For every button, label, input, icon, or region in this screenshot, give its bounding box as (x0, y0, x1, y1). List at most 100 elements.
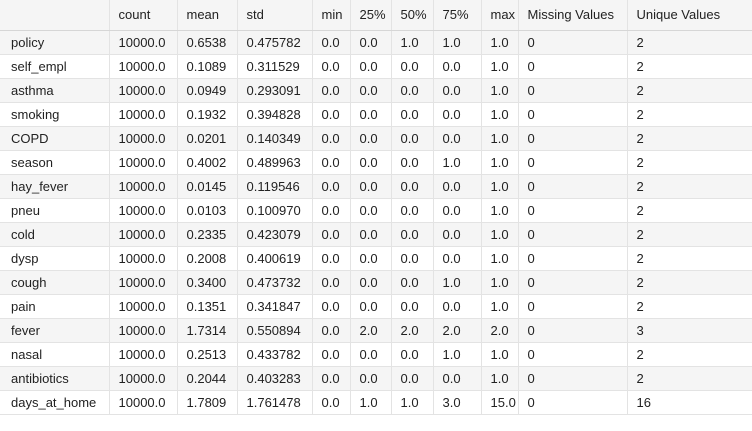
table-cell: 0 (518, 270, 628, 295)
row-label: smoking (0, 102, 110, 127)
table-cell: 0.0 (312, 102, 351, 127)
table-cell: 0.550894 (237, 318, 313, 343)
table-body: policy 10000.0 0.6538 0.475782 0.0 0.0 1.0 1.0 1… (0, 30, 752, 415)
row-label: dysp (0, 246, 110, 271)
table-cell: 2 (627, 342, 752, 367)
row-label: season (0, 150, 110, 175)
table-cell: 0.4002 (177, 150, 238, 175)
table-cell: 2.0 (481, 318, 519, 343)
table-cell: 10000.0 (109, 222, 178, 247)
table-cell: 0.0 (391, 102, 434, 127)
table-cell: 3.0 (433, 390, 482, 415)
table-cell: 0.0 (350, 126, 392, 151)
table-cell: 1.0 (481, 30, 519, 55)
table-cell: 0.423079 (237, 222, 313, 247)
table-cell: 0 (518, 366, 628, 391)
table-cell: 1.0 (481, 54, 519, 79)
table-cell: 0.0 (391, 342, 434, 367)
table-cell: 1.0 (481, 270, 519, 295)
table-cell: 1.0 (433, 30, 482, 55)
table-cell: 0.0 (433, 126, 482, 151)
table-cell: 0.2513 (177, 342, 238, 367)
table-cell: 0.0 (312, 270, 351, 295)
column-header: std (237, 0, 313, 31)
row-label: antibiotics (0, 366, 110, 391)
table-cell: 0 (518, 246, 628, 271)
table-cell: 2 (627, 246, 752, 271)
row-label: days_at_home (0, 390, 110, 415)
table-cell: 0 (518, 54, 628, 79)
row-label: fever (0, 318, 110, 343)
table-cell: 0.293091 (237, 78, 313, 103)
table-cell: 1.7809 (177, 390, 238, 415)
table-cell: 0 (518, 198, 628, 223)
table-cell: 0.0 (312, 174, 351, 199)
table-cell: 0.0 (391, 54, 434, 79)
table-cell: 0.489963 (237, 150, 313, 175)
table-cell: 1.7314 (177, 318, 238, 343)
table-cell: 0.341847 (237, 294, 313, 319)
table-row: hay_fever 10000.0 0.0145 0.119546 0.0 0.0 0.0 0… (0, 174, 752, 199)
table-cell: 10000.0 (109, 270, 178, 295)
table-cell: 0.0 (391, 78, 434, 103)
table-cell: 0.0 (312, 126, 351, 151)
table-cell: 0 (518, 150, 628, 175)
table-cell: 0.0 (350, 174, 392, 199)
table-cell: 0.0 (312, 246, 351, 271)
table-cell: 0 (518, 102, 628, 127)
table-cell: 0 (518, 30, 628, 55)
column-header: 50% (391, 0, 434, 31)
table-cell: 0.0 (350, 30, 392, 55)
table-cell: 0.0 (350, 270, 392, 295)
table-cell: 0 (518, 294, 628, 319)
table-cell: 0.0 (350, 366, 392, 391)
table-cell: 0.100970 (237, 198, 313, 223)
table-cell: 0.2335 (177, 222, 238, 247)
table-cell: 0.0 (391, 222, 434, 247)
row-label: cold (0, 222, 110, 247)
table-cell: 0.0 (391, 294, 434, 319)
table-cell: 1.0 (481, 78, 519, 103)
table-cell: 0.0103 (177, 198, 238, 223)
table-cell: 2 (627, 150, 752, 175)
table-cell: 0.400619 (237, 246, 313, 271)
table-cell: 0.0 (312, 318, 351, 343)
table-cell: 1.0 (433, 270, 482, 295)
table-cell: 0.0 (433, 102, 482, 127)
table-cell: 10000.0 (109, 366, 178, 391)
table-cell: 2.0 (433, 318, 482, 343)
table-cell: 1.0 (481, 222, 519, 247)
table-cell: 0 (518, 318, 628, 343)
table-cell: 0.0 (433, 78, 482, 103)
table-cell: 0.1932 (177, 102, 238, 127)
table-cell: 0.0 (433, 246, 482, 271)
table-cell: 0.0 (312, 78, 351, 103)
table-cell: 0.0 (350, 294, 392, 319)
table-cell: 0.0 (391, 270, 434, 295)
table-cell: 1.0 (481, 246, 519, 271)
table-cell: 0.0 (391, 366, 434, 391)
table-cell: 1.0 (481, 366, 519, 391)
table-row: policy 10000.0 0.6538 0.475782 0.0 0.0 1.0 1.0 1… (0, 30, 752, 55)
table-cell: 0.0 (312, 366, 351, 391)
table-row: COPD 10000.0 0.0201 0.140349 0.0 0.0 0.0 0.0 1.0… (0, 126, 752, 151)
column-header: count (109, 0, 178, 31)
table-cell: 0.0 (350, 78, 392, 103)
table-cell: 10000.0 (109, 318, 178, 343)
table-cell: 2 (627, 294, 752, 319)
table-cell: 1.0 (481, 150, 519, 175)
table-cell: 2 (627, 198, 752, 223)
row-label: COPD (0, 126, 110, 151)
table-cell: 0.403283 (237, 366, 313, 391)
table-row: smoking 10000.0 0.1932 0.394828 0.0 0.0 0.0 0.0… (0, 102, 752, 127)
table-cell: 1.0 (433, 150, 482, 175)
table-cell: 10000.0 (109, 126, 178, 151)
table-cell: 0.0 (433, 54, 482, 79)
table-cell: 0.433782 (237, 342, 313, 367)
column-header: min (312, 0, 351, 31)
column-header: max (481, 0, 519, 31)
row-label: nasal (0, 342, 110, 367)
table-cell: 10000.0 (109, 390, 178, 415)
table-cell: 0.0 (350, 342, 392, 367)
table-cell: 16 (627, 390, 752, 415)
